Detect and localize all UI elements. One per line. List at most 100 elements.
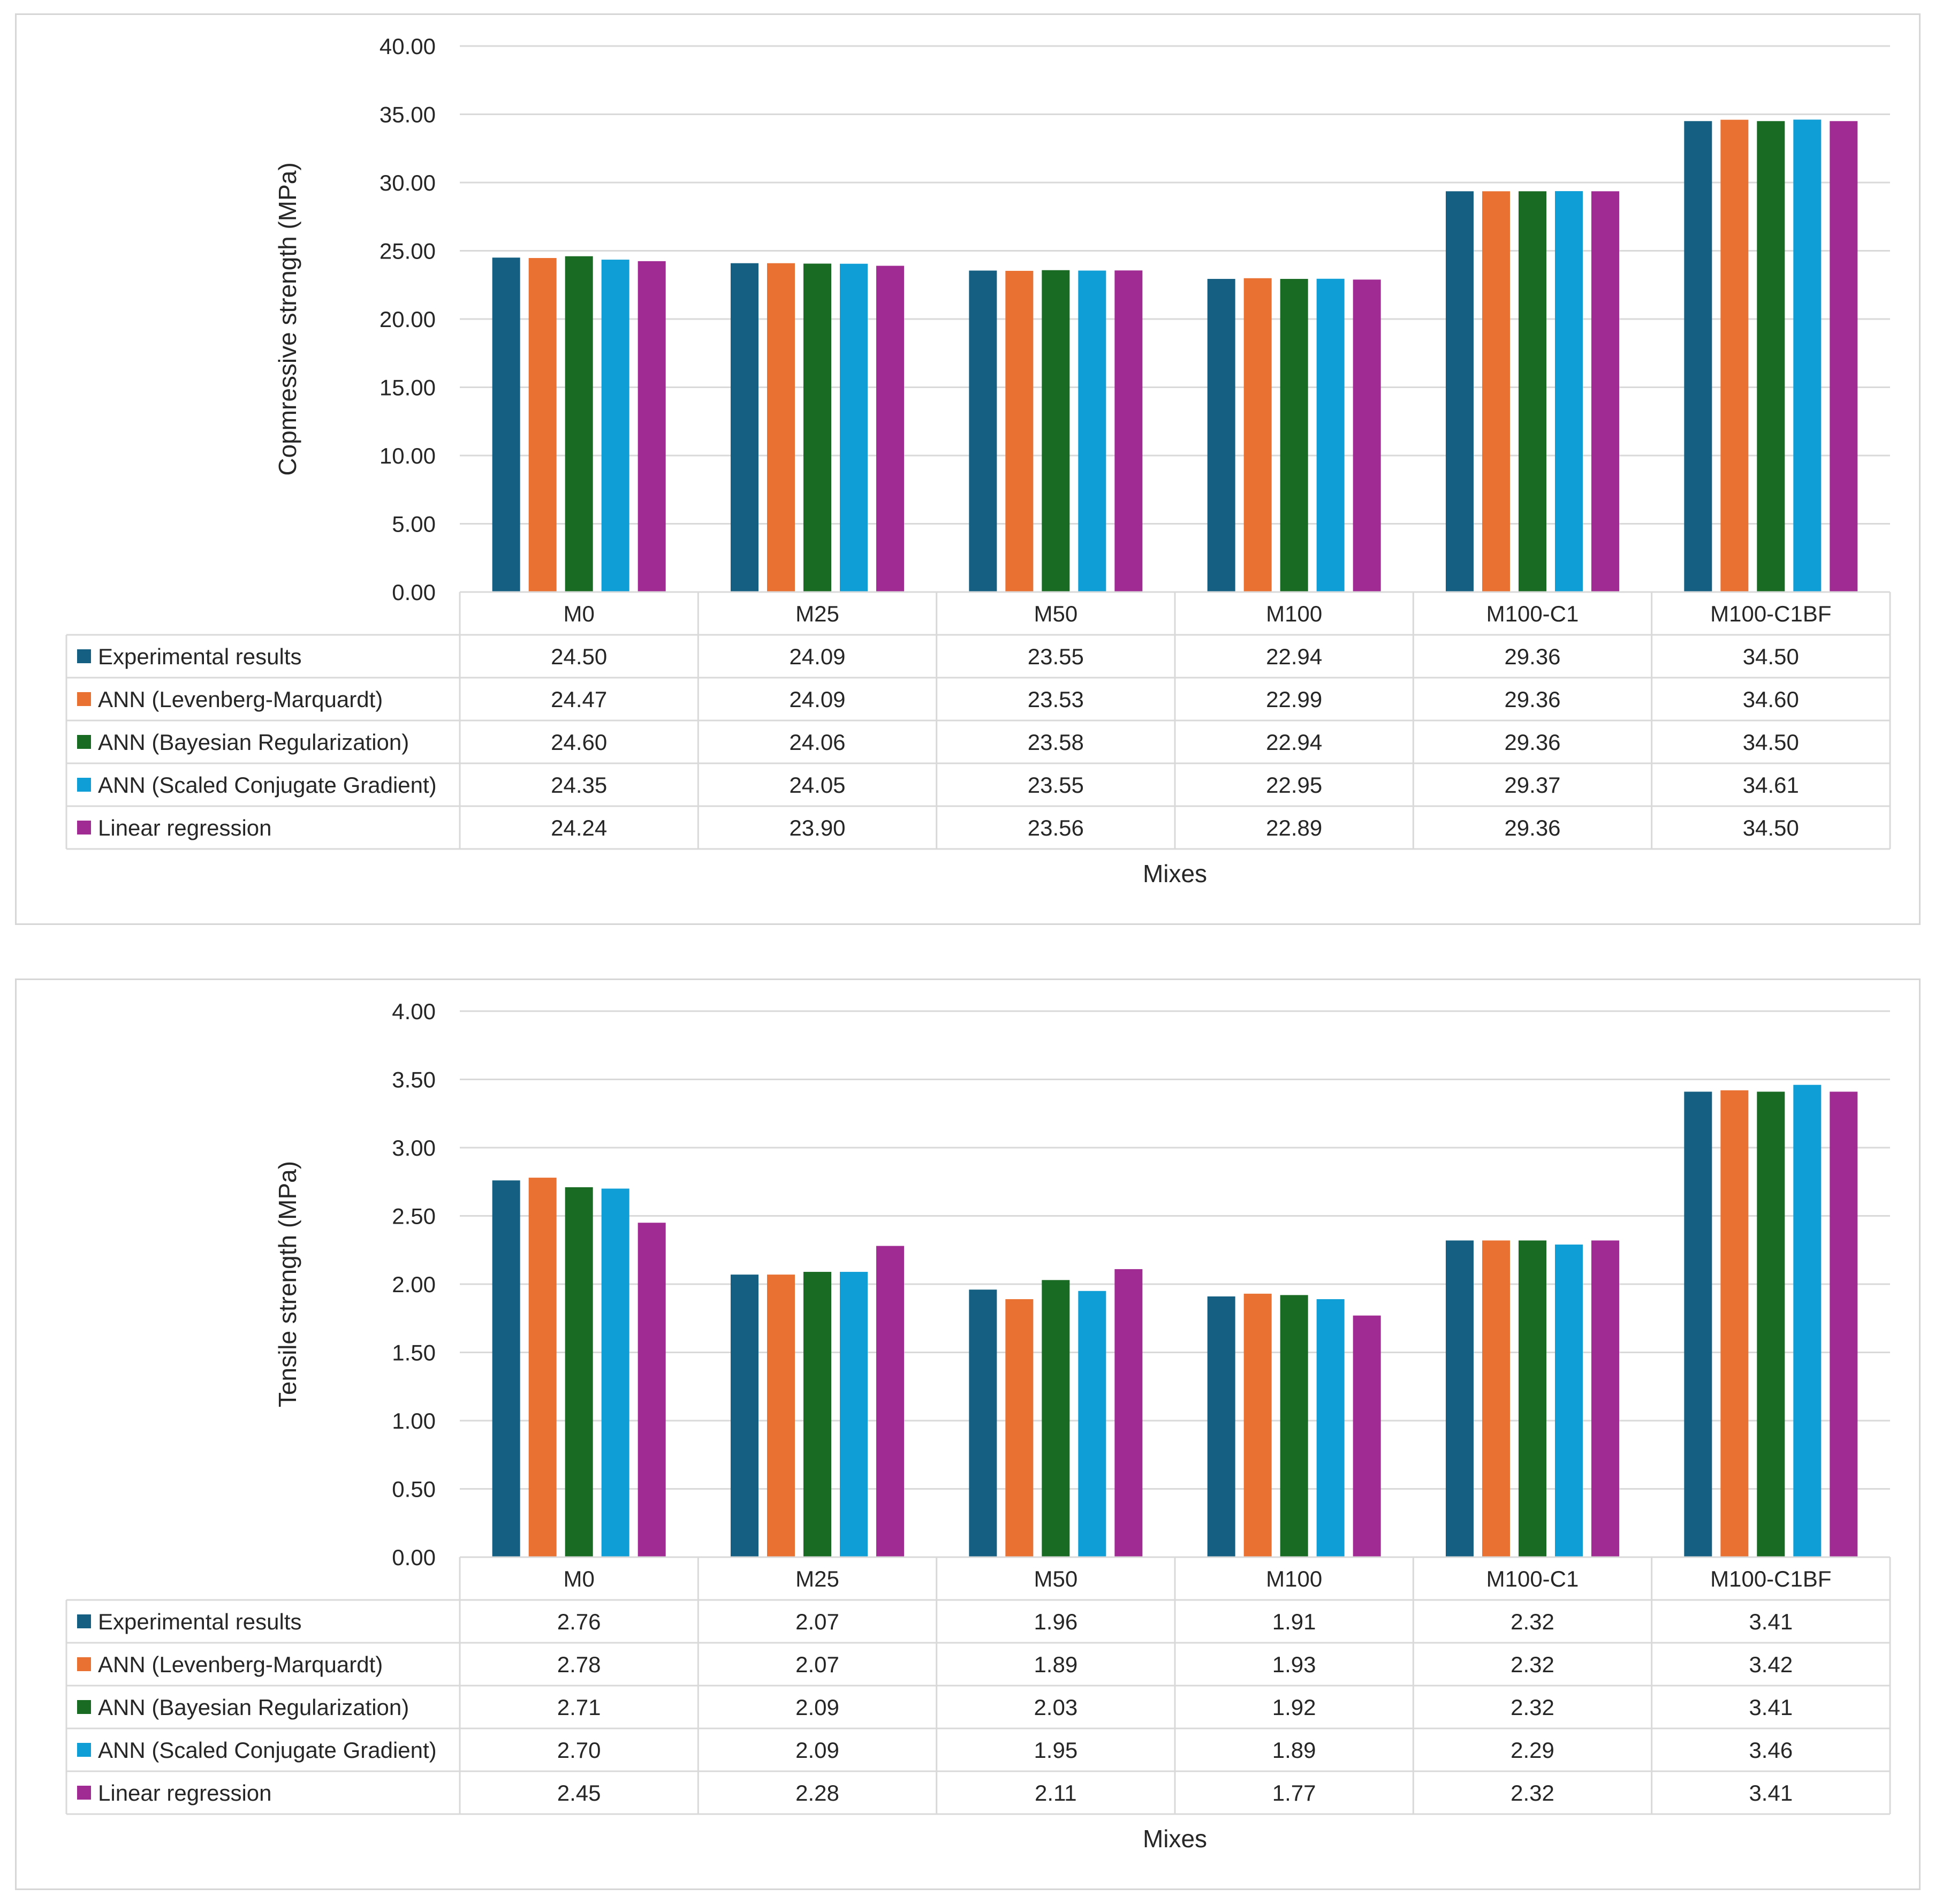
data-label: 34.50 xyxy=(1743,730,1799,755)
bar-m50-series-1 xyxy=(1005,1299,1034,1557)
legend-label: ANN (Levenberg-Marquardt) xyxy=(98,687,383,712)
bar-m100-series-3 xyxy=(1316,278,1345,592)
legend-swatch-series-0 xyxy=(77,649,91,663)
data-label: 23.55 xyxy=(1028,772,1084,798)
data-label: 1.77 xyxy=(1272,1780,1316,1806)
legend-label: Linear regression xyxy=(98,815,272,840)
data-label: 23.55 xyxy=(1028,644,1084,669)
bar-m25-series-1 xyxy=(767,263,795,593)
y-tick-label: 1.00 xyxy=(392,1408,436,1433)
bar-m100-c1-series-0 xyxy=(1446,1240,1474,1557)
y-axis-title: Copmressive strength (MPa) xyxy=(274,162,301,475)
tensile-strength-svg: 0.00 0.50 1.00 1.50 2.00 2.50 3.00 3.50 4.00 Tens… xyxy=(65,999,1891,1853)
bar-m100-c1bf-series-4 xyxy=(1830,121,1858,592)
bar-m100-series-2 xyxy=(1280,279,1308,592)
bar-m25-series-0 xyxy=(731,1275,758,1557)
bar-m100-c1bf-series-1 xyxy=(1720,119,1749,592)
bar-m0-series-0 xyxy=(492,1180,520,1557)
data-label: 24.24 xyxy=(551,815,607,840)
data-label: 1.95 xyxy=(1034,1738,1077,1763)
bar-m100-c1bf-series-2 xyxy=(1757,121,1785,592)
bar-m25-series-3 xyxy=(840,263,868,593)
x-category-label: M100-C1 xyxy=(1486,601,1579,626)
data-label: 1.96 xyxy=(1034,1609,1077,1634)
data-label: 2.28 xyxy=(795,1780,839,1806)
y-tick-label: 30.00 xyxy=(380,170,436,195)
data-label: 24.47 xyxy=(551,687,607,712)
data-label: 2.70 xyxy=(557,1738,601,1763)
data-label: 2.32 xyxy=(1511,1609,1554,1634)
bar-m100-c1bf-series-3 xyxy=(1793,1084,1822,1557)
data-label: 2.07 xyxy=(795,1652,839,1677)
bar-m25-series-4 xyxy=(876,1246,904,1557)
legend-label: Experimental results xyxy=(98,644,301,669)
bar-m100-series-1 xyxy=(1243,1293,1272,1557)
bar-m50-series-3 xyxy=(1078,270,1106,593)
x-axis-title: Mixes xyxy=(1143,1825,1207,1853)
bar-m100-c1-series-3 xyxy=(1555,191,1583,592)
bar-m50-series-4 xyxy=(1114,1269,1143,1557)
data-label: 2.29 xyxy=(1511,1738,1554,1763)
data-label: 2.03 xyxy=(1034,1695,1077,1720)
data-label: 2.32 xyxy=(1511,1652,1554,1677)
data-label: 2.32 xyxy=(1511,1695,1554,1720)
y-tick-label: 25.00 xyxy=(380,239,436,264)
bar-m100-series-0 xyxy=(1207,1296,1235,1557)
y-tick-label: 0.50 xyxy=(392,1477,436,1502)
bar-m0-series-1 xyxy=(528,258,557,592)
bar-m50-series-0 xyxy=(969,1289,997,1557)
legend-label: Linear regression xyxy=(98,1780,272,1806)
data-label: 29.36 xyxy=(1504,644,1560,669)
data-label: 22.99 xyxy=(1266,687,1322,712)
bar-m100-c1bf-series-3 xyxy=(1793,119,1822,592)
data-label: 24.35 xyxy=(551,772,607,798)
bar-m100-c1-series-4 xyxy=(1591,191,1619,592)
data-label: 24.06 xyxy=(789,730,845,755)
data-label: 3.41 xyxy=(1749,1695,1793,1720)
legend-swatch-series-1 xyxy=(77,1657,91,1671)
bar-m100-c1-series-1 xyxy=(1482,1240,1510,1557)
x-category-label: M100 xyxy=(1266,601,1322,626)
bar-m100-c1bf-series-0 xyxy=(1684,1091,1712,1557)
x-category-label: M50 xyxy=(1034,1566,1077,1591)
bar-m25-series-3 xyxy=(840,1272,868,1557)
bar-m0-series-2 xyxy=(565,256,593,592)
x-category-label: M25 xyxy=(795,601,839,626)
data-label: 24.09 xyxy=(789,687,845,712)
bar-m0-series-3 xyxy=(601,260,629,592)
x-category-label: M100 xyxy=(1266,1566,1322,1591)
data-label: 2.07 xyxy=(795,1609,839,1634)
x-axis-title: Mixes xyxy=(1143,860,1207,887)
bar-m0-series-4 xyxy=(638,1223,666,1557)
x-category-label: M0 xyxy=(563,601,594,626)
data-label: 29.36 xyxy=(1504,687,1560,712)
bar-m0-series-0 xyxy=(492,257,520,592)
legend-swatch-series-4 xyxy=(77,1786,91,1800)
bar-m100-c1-series-2 xyxy=(1519,1240,1546,1557)
compressive-strength-chart: 0.00 5.00 10.00 15.00 20.00 25.00 30.00 35.00 40… xyxy=(15,13,1921,925)
y-tick-label: 1.50 xyxy=(392,1340,436,1366)
data-label: 2.32 xyxy=(1511,1780,1554,1806)
bar-m50-series-4 xyxy=(1114,270,1143,593)
data-label: 3.46 xyxy=(1749,1738,1793,1763)
data-label: 2.45 xyxy=(557,1780,601,1806)
data-label: 2.09 xyxy=(795,1695,839,1720)
data-label: 29.36 xyxy=(1504,730,1560,755)
data-label: 3.41 xyxy=(1749,1609,1793,1634)
bar-m50-series-1 xyxy=(1005,270,1034,592)
data-label: 2.78 xyxy=(557,1652,601,1677)
bar-m100-c1bf-series-2 xyxy=(1757,1091,1785,1557)
compressive-strength-svg: 0.00 5.00 10.00 15.00 20.00 25.00 30.00 35.00 40… xyxy=(65,34,1891,887)
y-tick-label: 4.00 xyxy=(392,999,436,1024)
y-tick-label: 0.00 xyxy=(392,1545,436,1570)
bar-m100-series-4 xyxy=(1353,1315,1381,1557)
y-tick-label: 20.00 xyxy=(380,307,436,332)
legend-swatch-series-2 xyxy=(77,735,91,749)
legend-swatch-series-0 xyxy=(77,1614,91,1628)
legend-label: ANN (Bayesian Regularization) xyxy=(98,1695,409,1720)
legend-label: ANN (Bayesian Regularization) xyxy=(98,730,409,755)
data-label: 23.90 xyxy=(789,815,845,840)
y-axis-title: Tensile strength (MPa) xyxy=(274,1161,301,1407)
y-tick-label: 10.00 xyxy=(380,443,436,468)
bar-m100-c1bf-series-1 xyxy=(1720,1090,1749,1557)
